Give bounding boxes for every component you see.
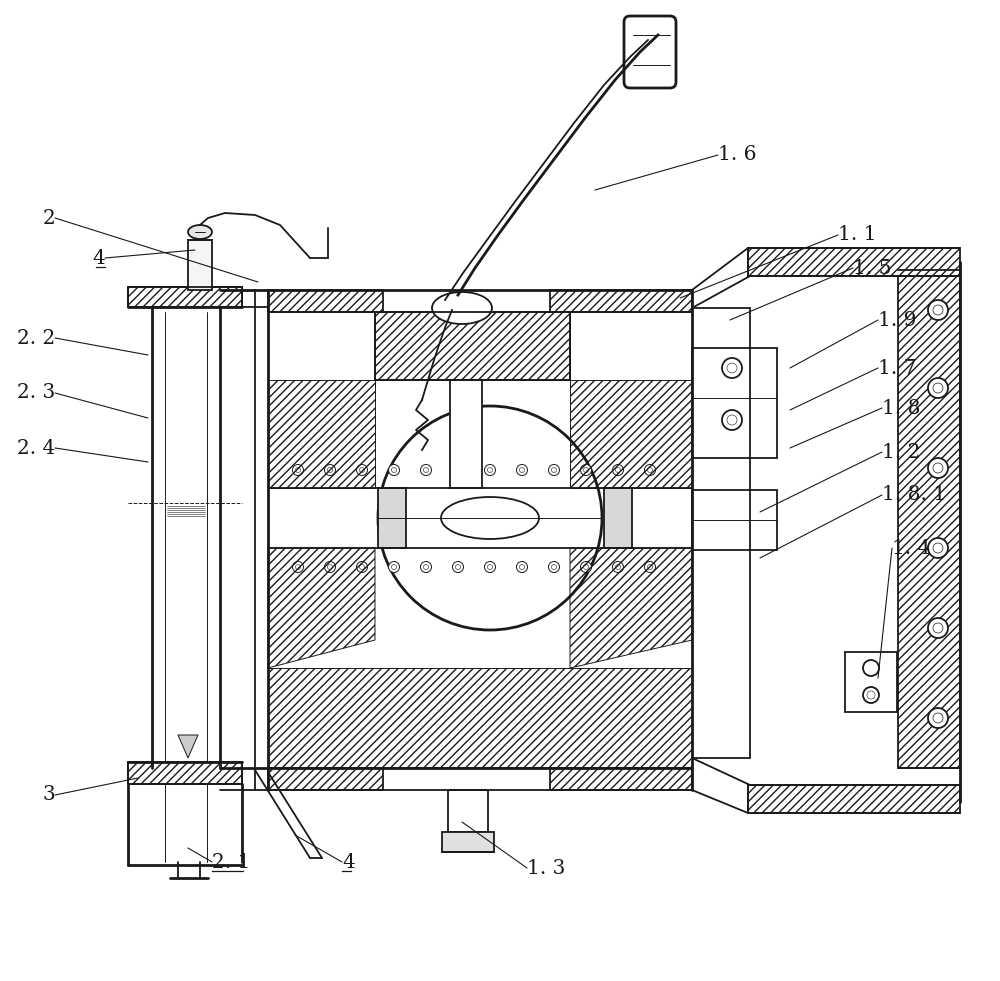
Ellipse shape: [432, 292, 492, 324]
Circle shape: [644, 561, 656, 573]
Circle shape: [324, 464, 336, 476]
Bar: [375, 312, 570, 380]
Text: 1. 8. 1: 1. 8. 1: [882, 486, 946, 504]
Text: 2: 2: [42, 209, 55, 228]
Circle shape: [388, 464, 400, 476]
Bar: [550, 768, 692, 790]
Bar: [188, 240, 212, 290]
Text: 4: 4: [342, 852, 355, 871]
Circle shape: [420, 464, 432, 476]
Circle shape: [612, 561, 624, 573]
Circle shape: [484, 561, 496, 573]
Circle shape: [292, 464, 304, 476]
Text: 2. 2: 2. 2: [17, 329, 55, 347]
Text: 1. 9: 1. 9: [878, 311, 916, 330]
Text: 1. 2: 1. 2: [882, 442, 920, 461]
Circle shape: [324, 561, 336, 573]
Bar: [128, 762, 242, 784]
Text: 1. 6: 1. 6: [718, 145, 757, 165]
Circle shape: [928, 708, 948, 728]
Ellipse shape: [188, 225, 212, 239]
Text: 1. 4: 1. 4: [892, 539, 930, 557]
Text: 2. 1: 2. 1: [212, 852, 250, 871]
Circle shape: [452, 464, 464, 476]
Circle shape: [292, 561, 304, 573]
Bar: [604, 488, 632, 548]
Circle shape: [356, 464, 368, 476]
Circle shape: [928, 300, 948, 320]
Text: 1. 8: 1. 8: [882, 398, 920, 418]
Circle shape: [516, 561, 528, 573]
Circle shape: [612, 464, 624, 476]
Text: 4: 4: [92, 248, 105, 268]
Circle shape: [928, 538, 948, 558]
Polygon shape: [178, 735, 198, 758]
Circle shape: [356, 561, 368, 573]
Circle shape: [548, 561, 560, 573]
Bar: [692, 490, 777, 550]
Text: 2. 4: 2. 4: [17, 439, 55, 457]
Circle shape: [580, 561, 592, 573]
Text: 1. 1: 1. 1: [838, 226, 876, 244]
Circle shape: [928, 618, 948, 638]
Text: 1. 3: 1. 3: [527, 858, 565, 877]
Circle shape: [452, 561, 464, 573]
Bar: [898, 270, 960, 768]
Bar: [748, 248, 960, 276]
Circle shape: [420, 561, 432, 573]
FancyBboxPatch shape: [624, 16, 676, 88]
Circle shape: [928, 378, 948, 398]
Bar: [268, 768, 383, 790]
Bar: [845, 652, 897, 712]
Text: 3: 3: [42, 786, 55, 804]
Ellipse shape: [441, 497, 539, 539]
Bar: [550, 290, 692, 312]
Circle shape: [644, 464, 656, 476]
Circle shape: [548, 464, 560, 476]
Circle shape: [928, 458, 948, 478]
Bar: [692, 348, 777, 458]
Bar: [748, 785, 960, 813]
Bar: [268, 290, 383, 312]
Bar: [442, 832, 494, 852]
Text: 1. 5: 1. 5: [853, 259, 892, 278]
Circle shape: [388, 561, 400, 573]
Text: 1. 7: 1. 7: [878, 358, 916, 378]
Circle shape: [484, 464, 496, 476]
Circle shape: [378, 406, 602, 630]
Bar: [450, 380, 482, 488]
Text: 2. 3: 2. 3: [17, 384, 55, 402]
Bar: [128, 287, 242, 307]
Circle shape: [516, 464, 528, 476]
Bar: [378, 488, 406, 548]
Bar: [448, 790, 488, 832]
Circle shape: [580, 464, 592, 476]
